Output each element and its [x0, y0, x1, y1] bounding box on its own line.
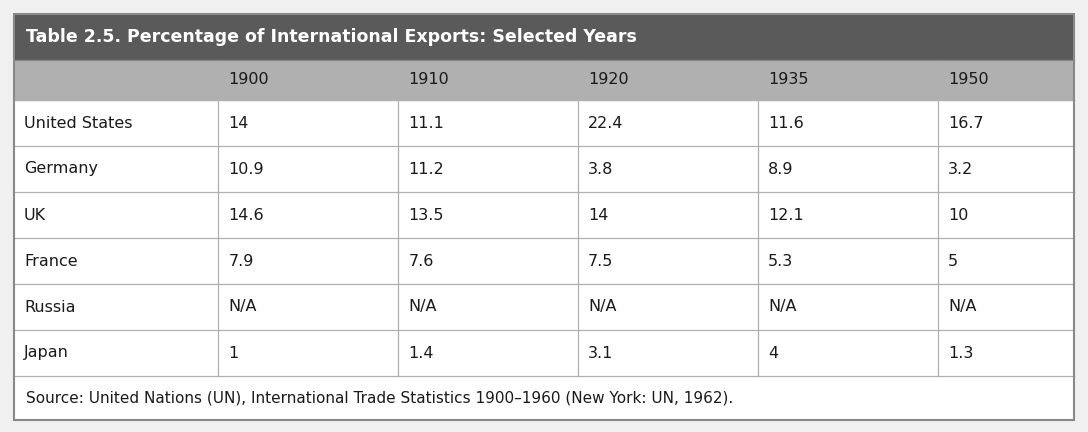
- Bar: [14, 238, 1074, 284]
- Text: 7.6: 7.6: [408, 254, 434, 269]
- Text: N/A: N/A: [408, 299, 436, 314]
- Text: 14.6: 14.6: [228, 207, 264, 222]
- Text: 1950: 1950: [948, 73, 989, 88]
- Bar: [14, 100, 1074, 146]
- Text: 10: 10: [948, 207, 968, 222]
- Text: 11.6: 11.6: [768, 115, 804, 130]
- Bar: [14, 330, 1074, 376]
- Text: 3.8: 3.8: [589, 162, 614, 177]
- Bar: [14, 146, 1074, 192]
- Text: N/A: N/A: [228, 299, 257, 314]
- Text: N/A: N/A: [589, 299, 617, 314]
- Text: 8.9: 8.9: [768, 162, 794, 177]
- Text: 13.5: 13.5: [408, 207, 444, 222]
- Text: 7.5: 7.5: [589, 254, 614, 269]
- Text: 1.4: 1.4: [408, 346, 434, 360]
- Text: UK: UK: [24, 207, 46, 222]
- Text: 1910: 1910: [408, 73, 449, 88]
- Text: 7.9: 7.9: [228, 254, 254, 269]
- Text: Germany: Germany: [24, 162, 98, 177]
- Text: Source: United Nations (UN), International Trade Statistics 1900–1960 (New York:: Source: United Nations (UN), Internation…: [26, 391, 733, 406]
- Text: France: France: [24, 254, 77, 269]
- Text: 5.3: 5.3: [768, 254, 793, 269]
- Text: 3.1: 3.1: [589, 346, 614, 360]
- Text: 14: 14: [228, 115, 249, 130]
- Text: Japan: Japan: [24, 346, 69, 360]
- Bar: [14, 192, 1074, 238]
- Text: 22.4: 22.4: [589, 115, 623, 130]
- Bar: [14, 284, 1074, 330]
- Text: 10.9: 10.9: [228, 162, 264, 177]
- Text: 11.2: 11.2: [408, 162, 444, 177]
- Text: N/A: N/A: [768, 299, 796, 314]
- Text: 1: 1: [228, 346, 238, 360]
- Text: 3.2: 3.2: [948, 162, 974, 177]
- Text: 1.3: 1.3: [948, 346, 974, 360]
- Text: 11.1: 11.1: [408, 115, 444, 130]
- Text: 14: 14: [589, 207, 608, 222]
- Text: 1920: 1920: [589, 73, 629, 88]
- Bar: [14, 376, 1074, 420]
- Text: Russia: Russia: [24, 299, 75, 314]
- Text: 1900: 1900: [228, 73, 269, 88]
- Text: 5: 5: [948, 254, 959, 269]
- Bar: [14, 14, 1074, 60]
- Text: 12.1: 12.1: [768, 207, 804, 222]
- Text: 4: 4: [768, 346, 778, 360]
- Text: N/A: N/A: [948, 299, 977, 314]
- Text: Table 2.5. Percentage of International Exports: Selected Years: Table 2.5. Percentage of International E…: [26, 28, 636, 46]
- Text: 16.7: 16.7: [948, 115, 984, 130]
- Bar: [14, 60, 1074, 100]
- Text: 1935: 1935: [768, 73, 808, 88]
- Text: United States: United States: [24, 115, 133, 130]
